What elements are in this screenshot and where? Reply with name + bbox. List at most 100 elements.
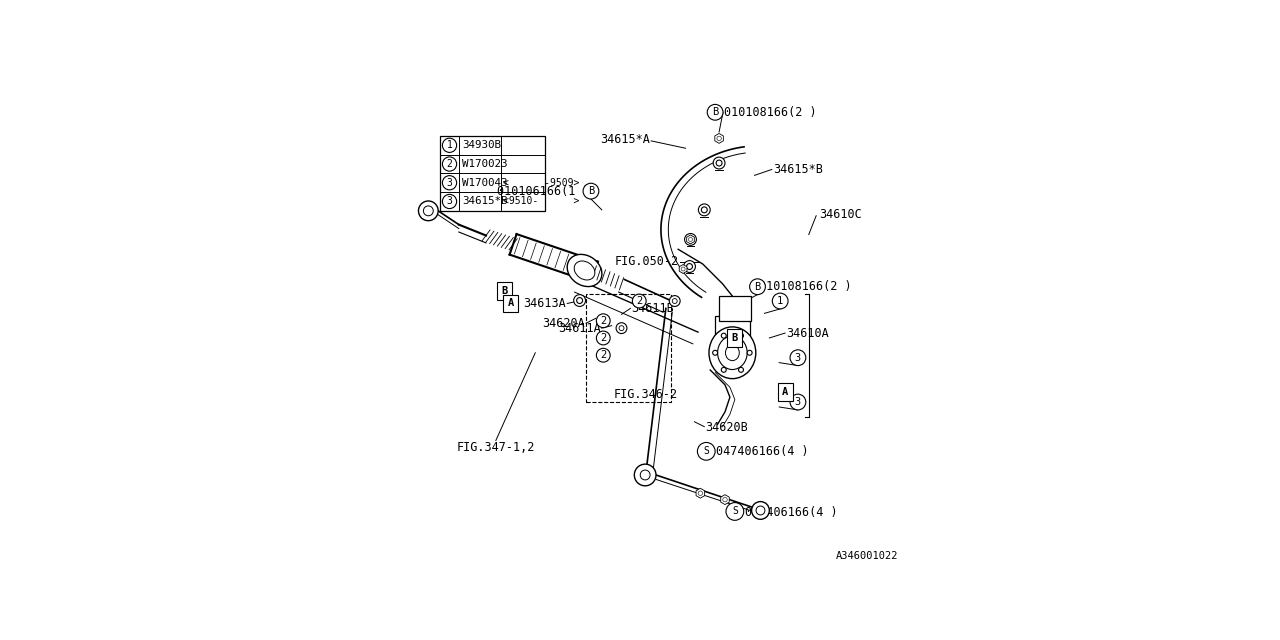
Polygon shape (696, 488, 704, 498)
Text: S: S (732, 506, 737, 516)
Circle shape (596, 348, 611, 362)
Bar (440, 136, 545, 211)
Polygon shape (721, 495, 730, 504)
FancyBboxPatch shape (497, 282, 512, 300)
Circle shape (790, 350, 806, 365)
FancyBboxPatch shape (727, 329, 742, 347)
Circle shape (681, 267, 685, 271)
Text: <9510-      >: <9510- > (503, 196, 579, 207)
Ellipse shape (575, 261, 595, 280)
Circle shape (751, 502, 769, 519)
Circle shape (750, 279, 765, 294)
Bar (586, 294, 671, 402)
Text: 3: 3 (447, 178, 452, 188)
Circle shape (748, 350, 753, 355)
Circle shape (419, 201, 438, 221)
Circle shape (669, 296, 680, 307)
Circle shape (722, 367, 726, 372)
Ellipse shape (726, 345, 740, 361)
Text: 34611A: 34611A (558, 322, 600, 335)
Text: 047406166(4 ): 047406166(4 ) (716, 445, 809, 458)
Ellipse shape (709, 327, 755, 379)
Text: 2: 2 (600, 333, 607, 343)
Text: S: S (703, 446, 709, 456)
Circle shape (616, 323, 627, 333)
Text: 3: 3 (795, 353, 801, 363)
Circle shape (723, 497, 727, 502)
Text: 34930B: 34930B (462, 140, 500, 150)
Circle shape (717, 136, 722, 141)
Ellipse shape (567, 254, 602, 287)
Circle shape (577, 298, 582, 303)
Circle shape (632, 294, 646, 308)
Circle shape (596, 331, 611, 345)
Circle shape (708, 104, 723, 120)
Text: 34611B: 34611B (631, 302, 675, 315)
Text: 1: 1 (447, 140, 452, 150)
Text: 3: 3 (795, 397, 801, 407)
Circle shape (698, 442, 716, 460)
Text: 34610A: 34610A (786, 326, 829, 340)
Circle shape (424, 206, 433, 216)
Text: 010106166(1 ): 010106166(1 ) (498, 184, 590, 198)
Circle shape (443, 195, 457, 209)
Circle shape (584, 183, 599, 199)
Circle shape (722, 333, 726, 338)
Text: FIG.050-2
ref: FIG.050-2 ref (728, 327, 735, 329)
Circle shape (699, 204, 710, 216)
Text: B: B (588, 186, 594, 196)
Polygon shape (686, 235, 694, 244)
Circle shape (443, 175, 457, 190)
Text: W170043: W170043 (462, 178, 507, 188)
Text: 34620A: 34620A (543, 317, 585, 330)
Polygon shape (714, 134, 723, 143)
Circle shape (726, 502, 744, 520)
Text: 010108166(2 ): 010108166(2 ) (759, 280, 852, 293)
Circle shape (716, 160, 722, 166)
Text: A: A (782, 387, 788, 397)
Circle shape (573, 294, 585, 307)
Text: 2: 2 (447, 159, 452, 169)
Text: 010108166(2 ): 010108166(2 ) (724, 106, 817, 119)
Circle shape (689, 237, 692, 241)
Circle shape (772, 293, 788, 309)
Text: <      -9509>: < -9509> (503, 178, 579, 188)
Text: 2: 2 (636, 296, 643, 306)
Circle shape (685, 234, 696, 245)
Circle shape (790, 394, 806, 410)
Text: 34615*B: 34615*B (462, 196, 507, 207)
FancyBboxPatch shape (503, 294, 518, 312)
Circle shape (701, 207, 708, 213)
Circle shape (698, 491, 703, 495)
Circle shape (686, 264, 692, 269)
Text: B: B (500, 286, 507, 296)
Circle shape (756, 506, 765, 515)
Text: 34613A: 34613A (524, 297, 566, 310)
Text: 047406166(4 ): 047406166(4 ) (745, 506, 837, 520)
Circle shape (635, 464, 657, 486)
Circle shape (687, 236, 694, 243)
Circle shape (739, 333, 744, 338)
Bar (716, 316, 750, 343)
Circle shape (620, 326, 623, 331)
FancyBboxPatch shape (778, 383, 792, 401)
Circle shape (739, 367, 744, 372)
Circle shape (596, 314, 611, 328)
Circle shape (443, 157, 457, 171)
Text: B: B (712, 108, 718, 117)
Text: 34615*A: 34615*A (600, 133, 650, 147)
Text: 34615*B: 34615*B (773, 163, 823, 176)
Text: FIG.346-2: FIG.346-2 (614, 388, 678, 401)
Text: 1: 1 (777, 296, 783, 306)
Circle shape (640, 470, 650, 480)
Text: 2: 2 (600, 350, 607, 360)
Polygon shape (680, 264, 687, 273)
Text: B: B (732, 333, 739, 343)
Text: W170023: W170023 (462, 159, 507, 169)
Text: FIG.347-1,2: FIG.347-1,2 (457, 441, 535, 454)
Bar (718, 296, 750, 321)
Text: B: B (754, 282, 760, 292)
Text: 3: 3 (447, 196, 452, 207)
Circle shape (672, 298, 677, 303)
Circle shape (713, 157, 724, 169)
